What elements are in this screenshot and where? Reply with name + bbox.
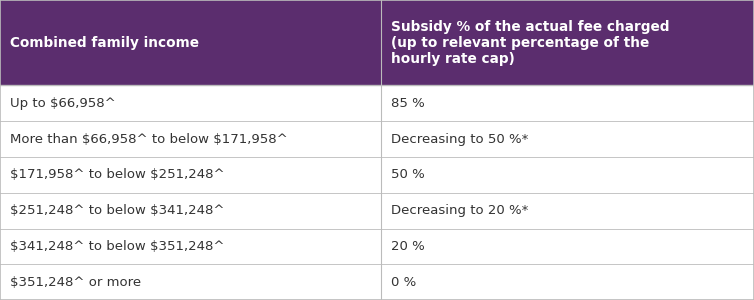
- Text: \$171,958^ to below \$251,248^: \$171,958^ to below \$251,248^: [10, 168, 225, 182]
- Bar: [381, 85, 754, 121]
- Text: 50 %: 50 %: [391, 168, 425, 182]
- Text: Up to \$66,958^: Up to \$66,958^: [10, 97, 115, 110]
- Text: Decreasing to 50 %*: Decreasing to 50 %*: [391, 133, 528, 146]
- Text: More than \$66,958^ to below \$171,958^: More than \$66,958^ to below \$171,958^: [10, 133, 287, 146]
- Text: \$251,248^ to below \$341,248^: \$251,248^ to below \$341,248^: [10, 204, 224, 217]
- Bar: [0, 0, 381, 85]
- Bar: [0, 264, 381, 300]
- Bar: [381, 121, 754, 157]
- Text: Subsidy % of the actual fee charged
(up to relevant percentage of the
hourly rat: Subsidy % of the actual fee charged (up …: [391, 20, 669, 66]
- Bar: [381, 0, 754, 85]
- Text: 85 %: 85 %: [391, 97, 425, 110]
- Bar: [381, 229, 754, 264]
- Text: \$341,248^ to below \$351,248^: \$341,248^ to below \$351,248^: [10, 240, 224, 253]
- Bar: [0, 85, 381, 121]
- Text: 0 %: 0 %: [391, 276, 415, 289]
- Text: \$351,248^ or more: \$351,248^ or more: [10, 276, 141, 289]
- Bar: [381, 264, 754, 300]
- Text: 20 %: 20 %: [391, 240, 425, 253]
- Text: Decreasing to 20 %*: Decreasing to 20 %*: [391, 204, 528, 217]
- Bar: [0, 121, 381, 157]
- Bar: [381, 157, 754, 193]
- Bar: [381, 193, 754, 229]
- Bar: [0, 193, 381, 229]
- Bar: [0, 229, 381, 264]
- Text: Combined family income: Combined family income: [10, 36, 199, 50]
- Bar: [0, 157, 381, 193]
